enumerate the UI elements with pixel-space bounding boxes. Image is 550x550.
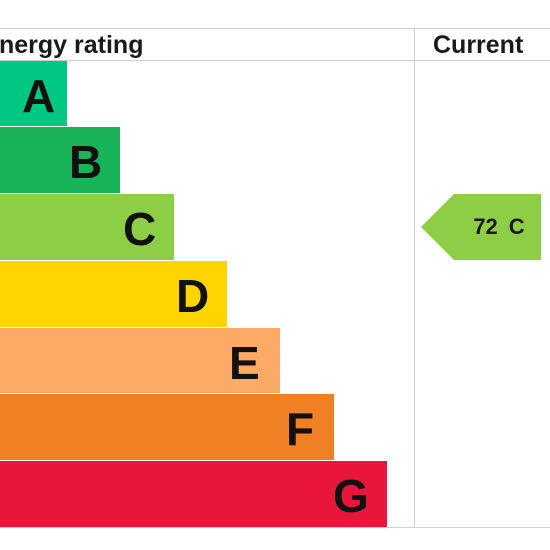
band-letter-c: C (123, 203, 157, 255)
current-rating-value: 72 (473, 214, 498, 239)
band-letter-d: D (176, 270, 210, 322)
band-c: C (0, 194, 174, 260)
band-g: G (0, 461, 387, 527)
header-divider (0, 60, 550, 61)
band-letter-g: G (333, 470, 369, 522)
band-a: A (0, 61, 67, 126)
band-letter-b: B (69, 136, 103, 188)
band-e: E (0, 328, 280, 393)
bottom-border (0, 527, 550, 528)
band-f: F (0, 394, 334, 460)
band-letter-e: E (229, 336, 260, 389)
band-letter-a: A (22, 69, 56, 122)
current-header: Current (433, 31, 524, 59)
band-d: D (0, 261, 227, 327)
energy-rating-header: nergy rating (0, 31, 144, 59)
top-border (0, 28, 550, 29)
band-letter-f: F (286, 403, 315, 455)
band-b: B (0, 127, 120, 193)
current-rating-text: 72 C (459, 194, 539, 260)
column-divider (414, 28, 415, 528)
current-arrow-shape (421, 194, 541, 260)
current-rating-arrow: 72 C (421, 194, 541, 260)
current-rating-band: C (508, 214, 525, 239)
